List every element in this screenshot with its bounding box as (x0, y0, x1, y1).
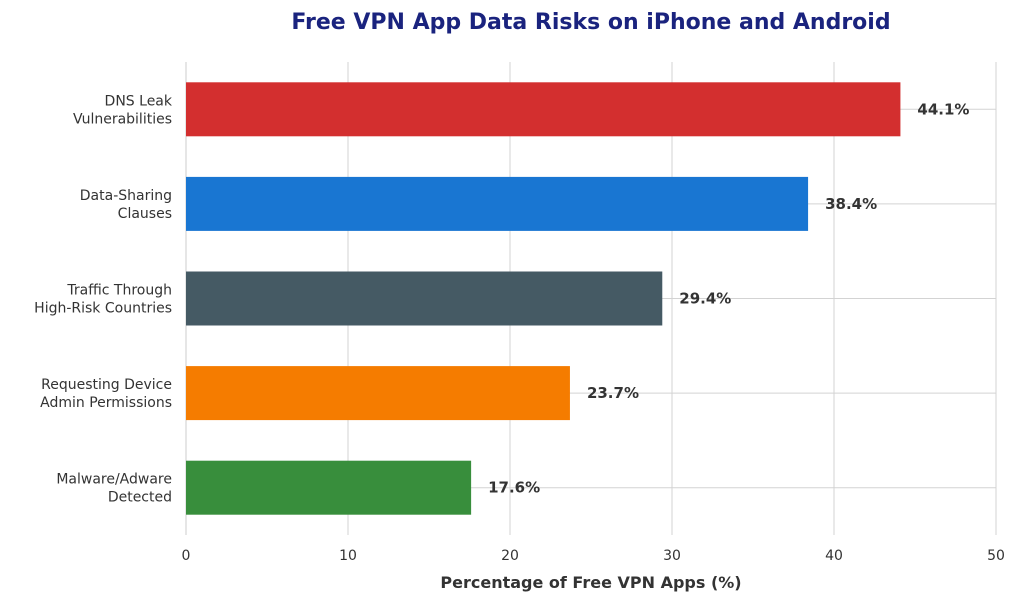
category-label: Requesting Device (41, 377, 172, 393)
bar (186, 176, 809, 231)
x-axis-label: Percentage of Free VPN Apps (%) (440, 573, 742, 592)
value-label: 38.4% (825, 195, 877, 213)
value-label: 44.1% (917, 100, 969, 118)
value-label: 29.4% (679, 290, 731, 308)
category-label: Clauses (118, 206, 172, 222)
bar (186, 271, 663, 326)
x-tick-label: 50 (987, 548, 1005, 564)
bar (186, 82, 901, 137)
category-label: High-Risk Countries (34, 301, 172, 317)
category-label: Malware/Adware (56, 472, 172, 488)
x-tick-label: 40 (825, 548, 843, 564)
bar (186, 366, 570, 421)
chart-title: Free VPN App Data Risks on iPhone and An… (291, 10, 891, 35)
category-label: Admin Permissions (40, 395, 172, 411)
x-tick-label: 20 (501, 548, 519, 564)
category-label: Detected (108, 490, 172, 506)
x-tick-label: 0 (182, 548, 191, 564)
x-tick-label: 30 (663, 548, 681, 564)
value-label: 17.6% (488, 479, 540, 497)
x-tick-label: 10 (339, 548, 357, 564)
category-label: Data-Sharing (80, 188, 172, 204)
value-label: 23.7% (587, 384, 639, 402)
category-label: DNS Leak (105, 93, 173, 109)
category-label: Vulnerabilities (73, 111, 172, 127)
category-label: Traffic Through (66, 283, 172, 299)
bar (186, 460, 472, 515)
